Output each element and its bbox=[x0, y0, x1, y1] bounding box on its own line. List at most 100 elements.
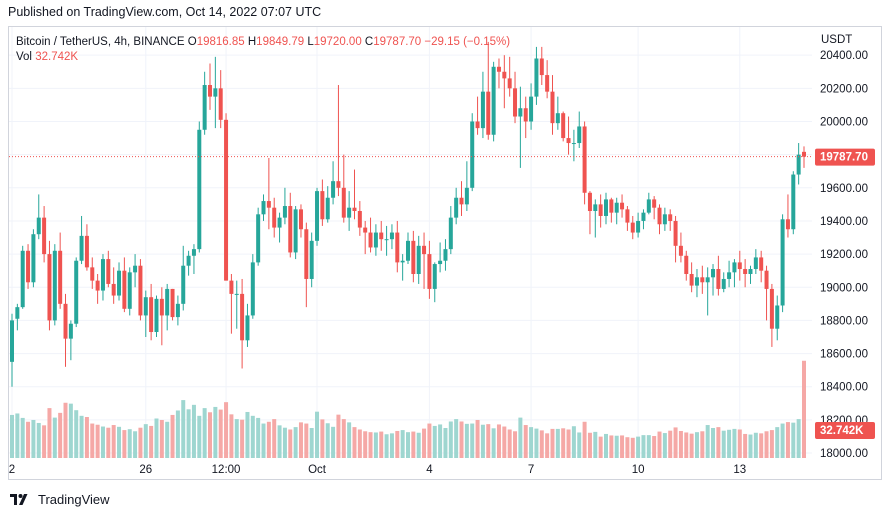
candle-body bbox=[785, 219, 790, 230]
volume-bar bbox=[775, 427, 780, 458]
candle-body bbox=[668, 214, 673, 221]
candle-body bbox=[716, 269, 721, 289]
legend-low-value: 19720.00 bbox=[313, 36, 362, 48]
volume-bar bbox=[357, 429, 362, 458]
volume-bar bbox=[716, 427, 721, 458]
volume-bar bbox=[678, 430, 683, 458]
volume-bar bbox=[539, 430, 544, 458]
volume-bar bbox=[261, 423, 266, 458]
price-tick-label: 20000.00 bbox=[820, 116, 868, 128]
volume-bar bbox=[700, 431, 705, 458]
volume-bar bbox=[454, 419, 459, 458]
candle-body bbox=[315, 191, 320, 241]
legend-symbol: Bitcoin / TetherUS, 4h, BINANCE bbox=[16, 36, 185, 48]
volume-bar bbox=[636, 436, 641, 458]
candle-body bbox=[700, 277, 705, 283]
candle-body bbox=[143, 297, 148, 316]
time-axis[interactable]: 2 26 12:00 Oct 4 7 10 13 bbox=[9, 464, 746, 476]
volume-bar bbox=[10, 414, 14, 458]
volume-bar bbox=[737, 429, 742, 458]
candle-body bbox=[507, 78, 512, 89]
candle-body bbox=[737, 262, 742, 270]
volume-bar bbox=[304, 423, 309, 458]
candle-body bbox=[384, 239, 389, 241]
volume-bar bbox=[748, 434, 753, 458]
candles bbox=[10, 41, 806, 387]
volume-bar bbox=[400, 430, 405, 458]
volume-bar bbox=[625, 437, 630, 458]
volume-bar bbox=[802, 360, 806, 458]
candle-body bbox=[502, 71, 507, 79]
candle-body bbox=[165, 288, 170, 316]
candle-body bbox=[68, 323, 73, 339]
candle-body bbox=[448, 217, 453, 250]
legend-high-value: 19849.79 bbox=[256, 36, 305, 48]
candle-body bbox=[411, 240, 416, 274]
time-tick-label: 12:00 bbox=[212, 464, 241, 476]
candle-body bbox=[63, 303, 68, 339]
candle-body bbox=[218, 88, 223, 120]
candle-body bbox=[598, 204, 603, 216]
volume-bar bbox=[229, 414, 234, 458]
candle-body bbox=[266, 201, 271, 208]
volume-bar bbox=[657, 431, 662, 458]
volume-bar bbox=[464, 423, 469, 458]
volume-bar bbox=[609, 435, 614, 458]
volume-bar bbox=[240, 419, 245, 458]
price-tick-label: 19600.00 bbox=[820, 183, 868, 195]
volume-bar bbox=[256, 417, 261, 458]
volume-bar bbox=[545, 433, 550, 458]
candle-body bbox=[620, 202, 625, 210]
volume-bar bbox=[529, 427, 534, 458]
time-tick-label: 13 bbox=[733, 464, 746, 476]
volume-bar bbox=[68, 403, 73, 458]
published-caption: Published on TradingView.com, Oct 14, 20… bbox=[8, 5, 322, 19]
volume-bar bbox=[250, 415, 255, 458]
candle-body bbox=[791, 174, 796, 230]
legend-change: −29.15 (−0.15%) bbox=[424, 36, 511, 48]
volume-bar bbox=[577, 432, 582, 458]
candle-body bbox=[753, 257, 758, 270]
candle-body bbox=[727, 272, 732, 279]
candle-body bbox=[357, 211, 362, 228]
candle-body bbox=[646, 199, 651, 213]
price-chart[interactable]: 18000.0018200.0018400.0018600.0018800.00… bbox=[9, 27, 881, 479]
last-price-badge bbox=[815, 148, 875, 166]
price-tick-label: 19000.00 bbox=[820, 282, 868, 294]
volume-bar bbox=[769, 430, 774, 458]
candle-body bbox=[389, 232, 394, 240]
volume-bar bbox=[165, 421, 170, 458]
volume-bar bbox=[191, 404, 196, 458]
volume-bar bbox=[63, 402, 68, 458]
candle-body bbox=[288, 206, 293, 253]
volume-bar bbox=[598, 436, 603, 458]
volume-bar bbox=[36, 422, 41, 458]
volume-bar bbox=[796, 419, 801, 458]
volume-bar bbox=[52, 417, 57, 458]
volume-bar bbox=[411, 431, 416, 458]
candle-body bbox=[480, 91, 485, 129]
currency-label: USDT bbox=[821, 34, 853, 46]
candle-body bbox=[117, 270, 122, 296]
legend-open-label: O bbox=[187, 36, 197, 48]
candle-body bbox=[197, 129, 202, 250]
volume-bar bbox=[496, 424, 501, 458]
volume-bar bbox=[513, 431, 518, 458]
price-tick-label: 20400.00 bbox=[820, 50, 868, 62]
volume-bar bbox=[170, 414, 175, 458]
candle-body bbox=[352, 207, 357, 212]
candle-body bbox=[625, 209, 630, 223]
candle-body bbox=[186, 255, 191, 266]
volume-bar bbox=[154, 418, 159, 458]
volume-bar bbox=[486, 424, 491, 458]
volume-bar bbox=[224, 402, 229, 458]
candle-body bbox=[304, 229, 309, 279]
volume-bar bbox=[480, 424, 485, 458]
footer-brand-label: TradingView bbox=[38, 492, 110, 507]
candle-body bbox=[427, 254, 432, 289]
footer-brand[interactable]: TradingView bbox=[10, 492, 110, 507]
volume-bar bbox=[186, 409, 191, 458]
price-axis[interactable]: 18000.0018200.0018400.0018600.0018800.00… bbox=[815, 50, 875, 460]
volume-bar bbox=[363, 431, 368, 458]
candle-body bbox=[127, 272, 132, 309]
